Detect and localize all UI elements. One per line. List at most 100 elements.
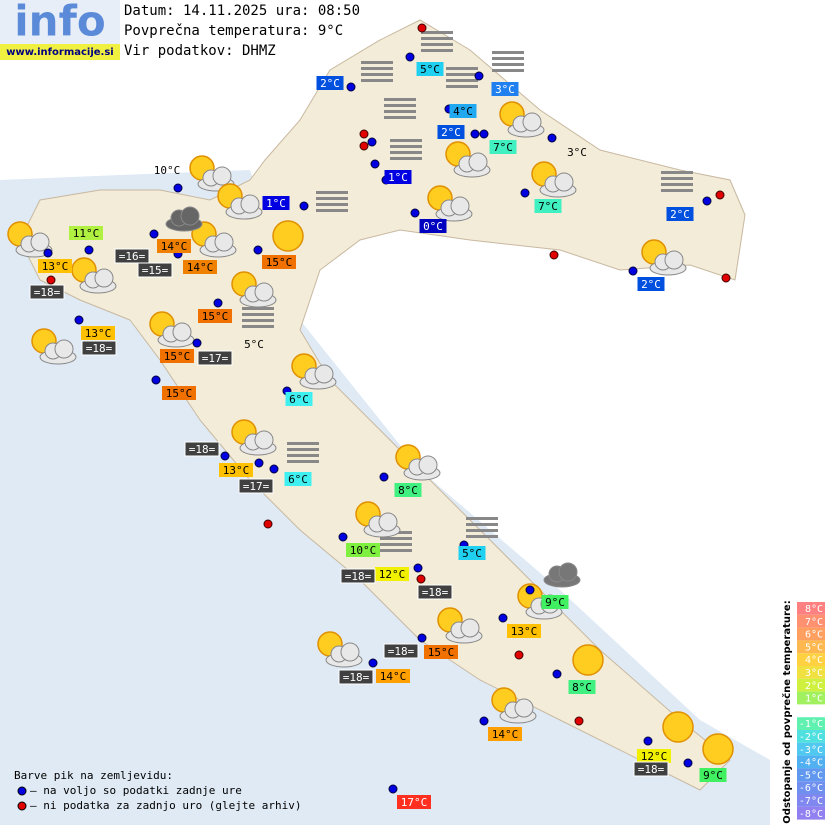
- temp-box: [198, 309, 232, 323]
- temp-label: 17°C: [401, 796, 428, 809]
- sea-temp-label: =18=: [189, 443, 216, 456]
- temp-box: [534, 199, 562, 213]
- fog-line: [361, 79, 393, 82]
- fog-line: [466, 517, 498, 520]
- station-dot: [470, 129, 480, 139]
- temp-box: [419, 219, 447, 233]
- cloud: [79, 268, 117, 294]
- scale-label: -4°C: [799, 758, 823, 769]
- station-dot: [74, 315, 84, 325]
- sea-temp-box: [417, 584, 453, 600]
- fog-line: [316, 203, 348, 206]
- temp-box: [491, 82, 519, 96]
- temp-box: [449, 104, 477, 118]
- cloud: [197, 166, 235, 192]
- temp-box: [394, 483, 422, 497]
- temp-label: 5°C: [420, 63, 440, 76]
- fog-line: [287, 442, 319, 445]
- fog-line: [316, 209, 348, 212]
- temp-box: [637, 277, 665, 291]
- station-dot: [359, 141, 369, 151]
- temp-label: 6°C: [288, 473, 308, 486]
- station-dot: [370, 159, 380, 169]
- cloud: [39, 339, 77, 365]
- cloud-part: [460, 618, 480, 638]
- station-dot: [213, 298, 223, 308]
- fog-line: [384, 116, 416, 119]
- fog-line: [380, 543, 412, 546]
- fog-line: [446, 79, 478, 82]
- date-line: Datum: 14.11.2025 ura: 08:50: [124, 3, 360, 19]
- cloud-part: [664, 250, 684, 270]
- scale-label: -5°C: [799, 770, 823, 781]
- cloud: [239, 282, 277, 308]
- cloud-part: [180, 206, 200, 226]
- fog-line: [242, 319, 274, 322]
- fog-line: [446, 73, 478, 76]
- temp-box: [384, 170, 412, 184]
- temp-label: 5°C: [244, 338, 264, 351]
- station-dot: [628, 266, 638, 276]
- sea-temp-box: [81, 340, 117, 356]
- temp-box: [262, 196, 290, 210]
- cloud: [325, 642, 363, 668]
- temp-box: [416, 62, 444, 76]
- temp-label: 13°C: [223, 464, 250, 477]
- sea-temp-label: =18=: [86, 342, 113, 355]
- station-dot: [552, 669, 562, 679]
- sun: [572, 644, 604, 676]
- station-dot: [514, 650, 524, 660]
- station-dot: [367, 137, 377, 147]
- temp-label: 15°C: [428, 646, 455, 659]
- fog-line: [242, 313, 274, 316]
- site: www.informacije.si: [6, 47, 114, 58]
- fog-line: [384, 98, 416, 101]
- temp-box: [346, 543, 380, 557]
- station-dot: [474, 71, 484, 81]
- sea-temp-box: [29, 284, 65, 300]
- station-dot: [715, 190, 725, 200]
- sea-temp-box: [184, 441, 220, 457]
- temp-box: [666, 207, 694, 221]
- temp-label: 13°C: [42, 260, 69, 273]
- sun: [702, 733, 734, 765]
- station-dot: [410, 208, 420, 218]
- cloud: [499, 698, 537, 724]
- station-dot: [547, 133, 557, 143]
- fog-line: [492, 51, 524, 54]
- legend-dot: [17, 801, 27, 811]
- station-dot: [269, 464, 279, 474]
- temp-box: [376, 669, 410, 683]
- temp-label: 15°C: [202, 310, 229, 323]
- logo: info: [14, 0, 105, 46]
- sea-temp-box: [137, 262, 173, 278]
- temp-label: 14°C: [187, 261, 214, 274]
- sea-temp-label: =17=: [243, 480, 270, 493]
- sea-temp-box: [338, 669, 374, 685]
- fog-line: [466, 529, 498, 532]
- temp-label: 10°C: [350, 544, 377, 557]
- fog-line: [242, 307, 274, 310]
- station-dot: [417, 23, 427, 33]
- sea-temp-label: =18=: [345, 570, 372, 583]
- station-dot: [46, 275, 56, 285]
- temp-box: [160, 349, 194, 363]
- station-dot: [149, 229, 159, 239]
- temp-box: [488, 727, 522, 741]
- scale-box: [797, 614, 825, 628]
- sea-temp-label: =18=: [34, 286, 61, 299]
- sun: [662, 711, 694, 743]
- temp-label: 9°C: [545, 596, 565, 609]
- temp-label: 1°C: [388, 171, 408, 184]
- fog-line: [421, 31, 453, 34]
- scale-box: [797, 806, 825, 820]
- cloud-part: [514, 698, 534, 718]
- legend-dot: [17, 786, 27, 796]
- temp-box: [458, 546, 486, 560]
- temp-box: [568, 680, 596, 694]
- cloud: [507, 112, 545, 138]
- fog-line: [380, 549, 412, 552]
- scale-label: 2°C: [805, 681, 823, 692]
- fog-line: [661, 177, 693, 180]
- fog-line: [466, 523, 498, 526]
